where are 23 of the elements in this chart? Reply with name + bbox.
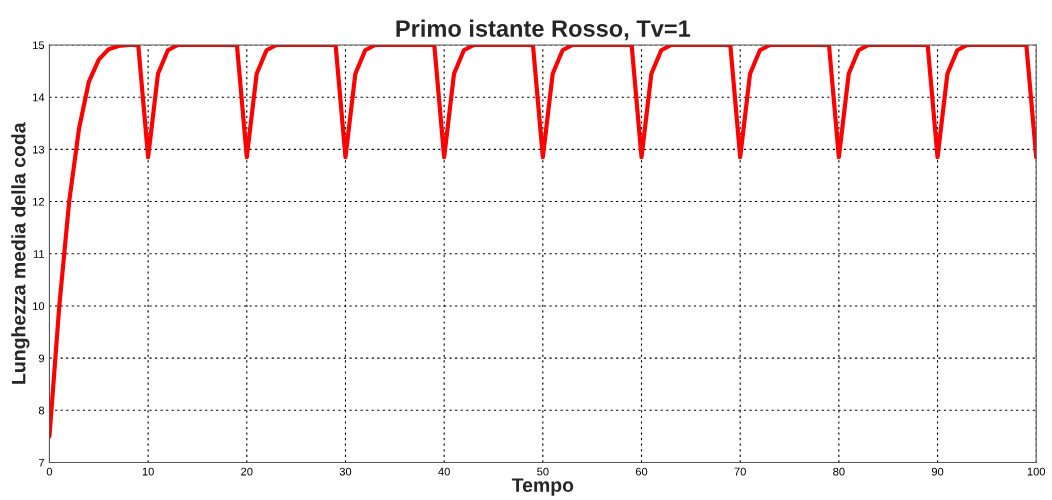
y-tick-label: 12: [33, 197, 45, 206]
x-tick-label: 60: [635, 467, 648, 476]
x-tick-label: 70: [734, 467, 746, 476]
y-tick-label: 7: [38, 458, 45, 467]
x-tick-label: 40: [438, 467, 450, 476]
y-tick-label: 13: [33, 145, 45, 154]
x-tick-label: 0: [46, 467, 53, 476]
y-tick-label: 9: [38, 354, 45, 363]
y-axis-title: Lunghezza media della coda: [11, 122, 30, 384]
y-tick-label: 8: [38, 406, 45, 415]
y-tick-label: 10: [33, 302, 45, 311]
x-tick-label: 30: [339, 467, 352, 476]
chart-title: Primo istante Rosso, Tv=1: [396, 19, 691, 41]
x-tick-label: 50: [537, 467, 549, 476]
y-tick-label: 11: [33, 250, 45, 258]
x-tick-label: 80: [833, 467, 845, 476]
x-tick-label: 20: [241, 467, 253, 476]
x-tick-label: 90: [931, 467, 944, 476]
x-tick-label: 100: [1027, 467, 1046, 476]
x-axis-title: Tempo: [511, 478, 574, 496]
y-tick-label: 14: [33, 93, 45, 102]
y-tick-label: 15: [33, 41, 45, 50]
x-tick-label: 10: [142, 467, 154, 476]
